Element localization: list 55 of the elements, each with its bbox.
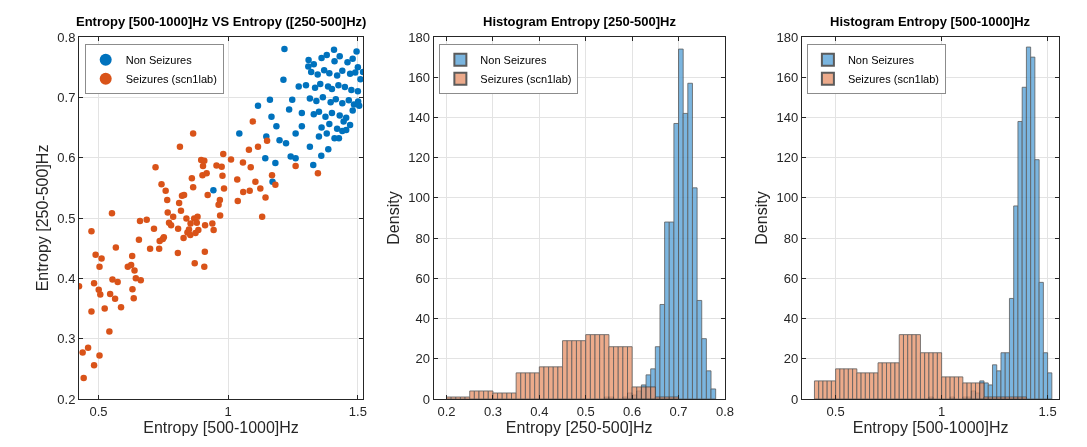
x-tick-label: 1.5 bbox=[1038, 403, 1057, 419]
y-tick-label: 20 bbox=[415, 351, 430, 367]
chart-title: Histogram Entropy [250-500]Hz bbox=[483, 14, 677, 29]
y-tick-label: 60 bbox=[415, 270, 430, 286]
x-tick-label: 1.5 bbox=[348, 403, 367, 419]
x-tick-label: 0.6 bbox=[623, 403, 642, 419]
y-tick-label: 180 bbox=[408, 29, 430, 45]
x-tick-label: 0.2 bbox=[437, 403, 456, 419]
y-tick-label: 40 bbox=[783, 311, 799, 327]
y-tick-label: 160 bbox=[408, 69, 430, 85]
x-tick-label: 0.5 bbox=[576, 403, 595, 419]
y-tick-label: 60 bbox=[783, 270, 799, 286]
y-tick-label: 40 bbox=[415, 311, 430, 327]
y-tick-label: 120 bbox=[776, 150, 799, 166]
y-tick-label: 0.7 bbox=[57, 89, 76, 105]
chart-title: Histogram Entropy [500-1000]Hz bbox=[830, 14, 1031, 29]
y-tick-label: 0 bbox=[422, 391, 430, 407]
y-tick-label: 140 bbox=[776, 109, 799, 125]
x-tick-label: 0.4 bbox=[530, 403, 549, 419]
y-axis-title: Density bbox=[385, 191, 403, 245]
legend-label: Seizures (scn1lab) bbox=[480, 73, 572, 86]
y-axis-title: Entropy [250-500]Hz bbox=[34, 144, 52, 292]
x-tick-label: 0.3 bbox=[483, 403, 502, 419]
x-tick-label: 0.8 bbox=[715, 403, 734, 419]
y-tick-label: 20 bbox=[783, 351, 799, 367]
y-tick-label: 100 bbox=[408, 190, 430, 206]
y-tick-label: 80 bbox=[783, 230, 799, 246]
y-tick-label: 0.5 bbox=[57, 210, 76, 226]
y-tick-label: 0.3 bbox=[57, 331, 76, 347]
y-tick-label: 0.6 bbox=[57, 150, 76, 166]
x-axis-title: Entropy [500-1000]Hz bbox=[852, 419, 1009, 437]
legend-label: Non Seizures bbox=[847, 54, 915, 67]
y-tick-label: 180 bbox=[776, 29, 799, 45]
legend-label: Non Seizures bbox=[480, 54, 547, 67]
x-tick-label: 0.5 bbox=[826, 403, 845, 419]
legend-label: Seizures (scn1lab) bbox=[847, 73, 939, 86]
y-tick-label: 80 bbox=[415, 230, 430, 246]
y-tick-label: 0.2 bbox=[57, 391, 76, 407]
y-tick-label: 0 bbox=[790, 391, 799, 407]
y-tick-label: 0.4 bbox=[57, 270, 76, 286]
y-tick-label: 120 bbox=[408, 150, 430, 166]
x-axis-title: Entropy [250-500]Hz bbox=[505, 419, 653, 437]
y-tick-label: 160 bbox=[776, 69, 799, 85]
y-axis-title: Density bbox=[753, 191, 771, 245]
legend-label: Seizures (scn1lab) bbox=[125, 73, 217, 86]
y-tick-label: 140 bbox=[408, 109, 430, 125]
x-tick-label: 0.5 bbox=[89, 403, 108, 419]
y-tick-label: 100 bbox=[776, 190, 799, 206]
x-tick-label: 1 bbox=[938, 403, 946, 419]
y-tick-label: 0.8 bbox=[57, 29, 76, 45]
chart-title: Entropy [500-1000]Hz VS Entropy ([250-500]Hz) bbox=[76, 14, 367, 29]
x-axis-title: Entropy [500-1000]Hz bbox=[143, 419, 299, 437]
x-tick-label: 0.7 bbox=[669, 403, 688, 419]
x-tick-label: 1 bbox=[224, 403, 232, 419]
legend-label: Non Seizures bbox=[125, 54, 193, 67]
